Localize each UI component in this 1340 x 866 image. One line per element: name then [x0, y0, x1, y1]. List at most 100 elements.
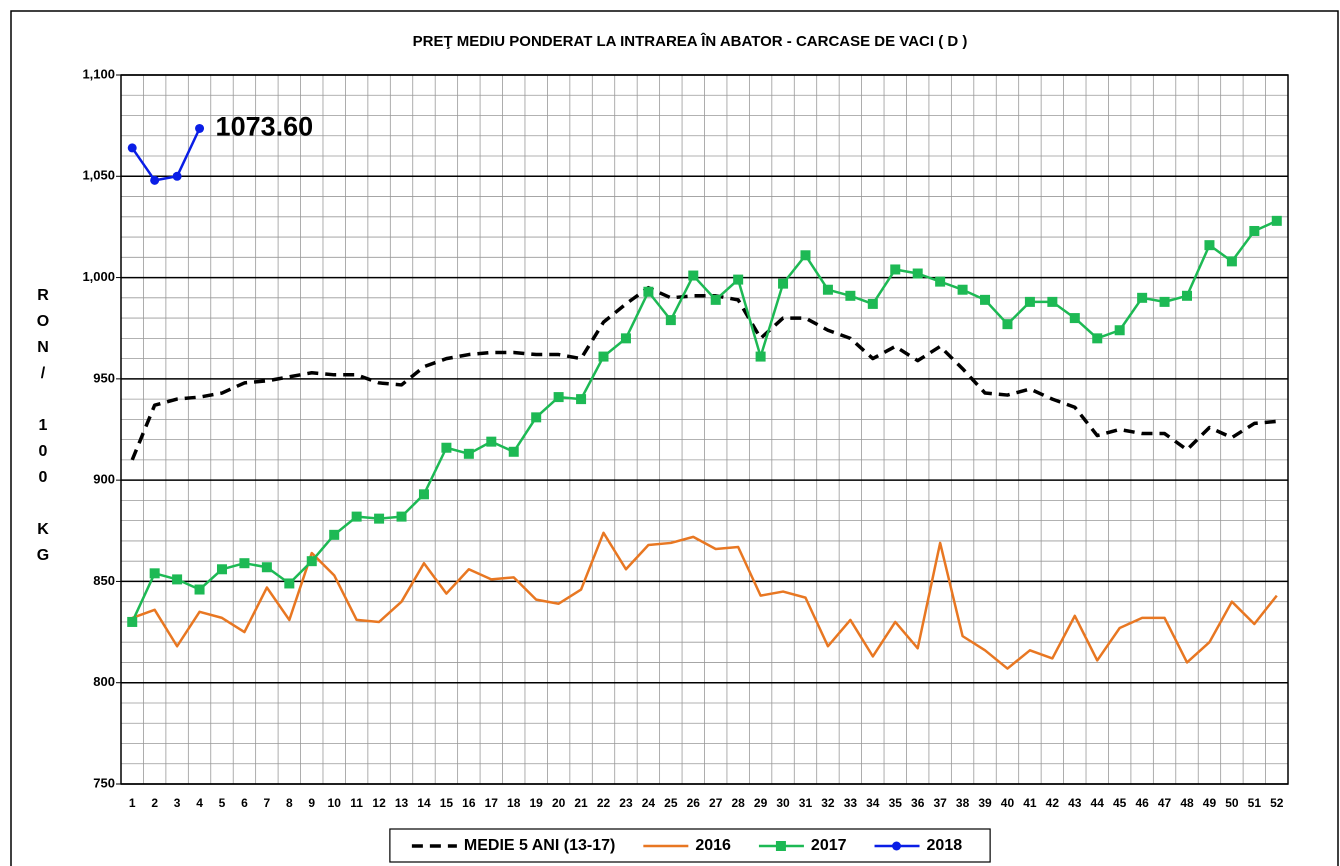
x-tick-label: 8 — [286, 796, 293, 810]
y-tick-label: 800 — [93, 674, 115, 689]
marker — [1226, 256, 1237, 267]
marker — [195, 123, 205, 133]
marker — [665, 315, 676, 326]
x-tick-label: 32 — [821, 796, 835, 810]
marker — [418, 489, 429, 500]
marker — [643, 286, 654, 297]
marker — [1159, 296, 1170, 307]
x-tick-label: 43 — [1068, 796, 1082, 810]
marker — [1047, 296, 1058, 307]
marker — [845, 290, 856, 301]
marker — [396, 511, 407, 522]
marker — [508, 446, 519, 457]
marker — [239, 558, 250, 569]
marker — [463, 448, 474, 459]
x-tick-label: 23 — [619, 796, 633, 810]
marker — [149, 568, 160, 579]
x-tick-label: 35 — [889, 796, 903, 810]
series-line — [131, 127, 201, 182]
marker — [127, 616, 138, 627]
marker — [1271, 215, 1282, 226]
marker — [1024, 296, 1035, 307]
marker — [912, 268, 923, 279]
x-tick-label: 25 — [664, 796, 678, 810]
x-tick-label: 26 — [687, 796, 701, 810]
x-tick-label: 2 — [151, 796, 158, 810]
x-tick-label: 50 — [1225, 796, 1239, 810]
x-tick-label: 49 — [1203, 796, 1217, 810]
marker — [755, 351, 766, 362]
x-tick-label: 47 — [1158, 796, 1172, 810]
marker — [800, 250, 811, 261]
y-tick-label: 1,050 — [82, 168, 115, 183]
legend-label: 2016 — [695, 837, 731, 854]
marker — [620, 333, 631, 344]
marker — [890, 264, 901, 275]
x-tick-label: 37 — [933, 796, 947, 810]
x-tick-label: 39 — [978, 796, 992, 810]
x-tick-label: 10 — [328, 796, 342, 810]
x-tick-label: 34 — [866, 796, 880, 810]
x-tick-label: 7 — [264, 796, 271, 810]
marker — [150, 175, 160, 185]
marker — [261, 562, 272, 573]
x-tick-label: 48 — [1180, 796, 1194, 810]
y-tick-label: 750 — [93, 775, 115, 790]
x-tick-label: 12 — [372, 796, 386, 810]
marker — [284, 578, 295, 589]
marker — [1204, 240, 1215, 251]
x-tick-label: 14 — [417, 796, 431, 810]
marker — [1137, 292, 1148, 303]
legend-label: 2018 — [927, 837, 963, 854]
x-tick-label: 41 — [1023, 796, 1037, 810]
y-tick-label: 850 — [93, 573, 115, 588]
chart-title: PREŢ MEDIU PONDERAT LA INTRAREA ÎN ABATO… — [413, 32, 968, 50]
marker — [867, 298, 878, 309]
marker — [1114, 325, 1125, 336]
x-tick-label: 3 — [174, 796, 181, 810]
marker — [441, 442, 452, 453]
x-tick-label: 4 — [196, 796, 203, 810]
y-tick-label: 1,100 — [82, 66, 115, 81]
x-tick-label: 22 — [597, 796, 611, 810]
legend-marker — [892, 841, 902, 851]
x-tick-label: 24 — [642, 796, 656, 810]
x-tick-label: 17 — [485, 796, 499, 810]
x-tick-label: 1 — [129, 796, 136, 810]
marker — [351, 511, 362, 522]
marker — [374, 513, 385, 524]
marker — [710, 294, 721, 305]
x-tick-label: 18 — [507, 796, 521, 810]
marker — [553, 392, 564, 403]
data-label: 1073.60 — [216, 112, 314, 142]
x-tick-label: 51 — [1248, 796, 1262, 810]
marker — [778, 278, 789, 289]
x-tick-label: 5 — [219, 796, 226, 810]
x-tick-label: 33 — [844, 796, 858, 810]
x-tick-label: 42 — [1046, 796, 1060, 810]
x-tick-label: 11 — [350, 796, 363, 810]
x-tick-label: 38 — [956, 796, 970, 810]
marker — [1069, 313, 1080, 324]
x-tick-label: 6 — [241, 796, 248, 810]
series-line — [131, 531, 1278, 670]
x-tick-label: 44 — [1091, 796, 1105, 810]
marker — [531, 412, 542, 423]
x-tick-label: 30 — [776, 796, 790, 810]
x-tick-label: 15 — [440, 796, 454, 810]
y-tick-label: 1,000 — [82, 269, 115, 284]
marker — [935, 276, 946, 287]
marker — [172, 574, 183, 585]
x-tick-label: 19 — [530, 796, 544, 810]
x-tick-label: 21 — [574, 796, 588, 810]
x-tick-label: 16 — [462, 796, 476, 810]
legend-marker — [775, 841, 786, 851]
x-tick-label: 9 — [308, 796, 315, 810]
y-axis-label: RON/ 100 KG — [35, 287, 52, 573]
x-tick-label: 52 — [1270, 796, 1284, 810]
y-tick-label: 950 — [93, 370, 115, 385]
chart-frame — [10, 10, 1339, 866]
legend: MEDIE 5 ANI (13-17) 2016 2017 2018 — [389, 828, 991, 863]
marker — [329, 529, 340, 540]
plot-border — [120, 74, 1289, 785]
